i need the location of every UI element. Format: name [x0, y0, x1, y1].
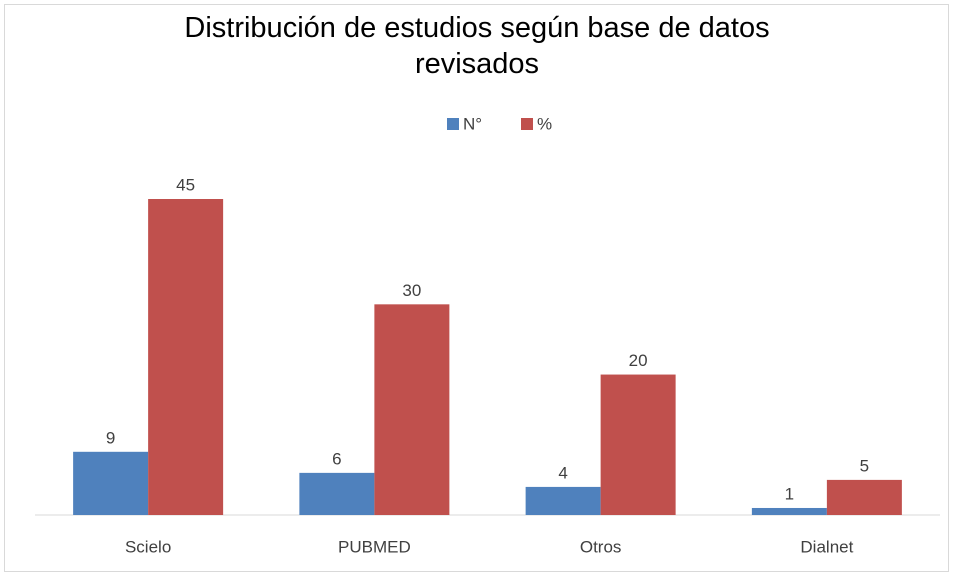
data-label: 4: [558, 463, 567, 482]
legend-label: %: [537, 114, 552, 133]
bar: [751, 507, 827, 515]
chart-title: Distribución de estudios según base de d…: [184, 12, 770, 80]
x-tick-label: Scielo: [125, 537, 171, 556]
bar: [148, 199, 224, 515]
data-label: 20: [629, 351, 648, 370]
bar: [299, 472, 375, 515]
data-label: 6: [332, 449, 341, 468]
data-label: 9: [106, 428, 115, 447]
bar: [826, 479, 902, 515]
bar: [600, 374, 676, 515]
x-tick-label: Dialnet: [800, 537, 853, 556]
bar: [374, 304, 450, 515]
legend-swatch: [521, 118, 533, 130]
data-label: 30: [402, 281, 421, 300]
chart-frame: [4, 4, 949, 572]
bar: [525, 486, 601, 515]
bar: [73, 451, 149, 515]
legend-swatch: [447, 118, 459, 130]
data-label: 1: [785, 484, 794, 503]
data-label: 45: [176, 175, 195, 194]
x-tick-label: Otros: [580, 537, 622, 556]
legend-label: N°: [463, 114, 482, 133]
x-tick-label: PUBMED: [338, 537, 411, 556]
data-label: 5: [860, 456, 869, 475]
